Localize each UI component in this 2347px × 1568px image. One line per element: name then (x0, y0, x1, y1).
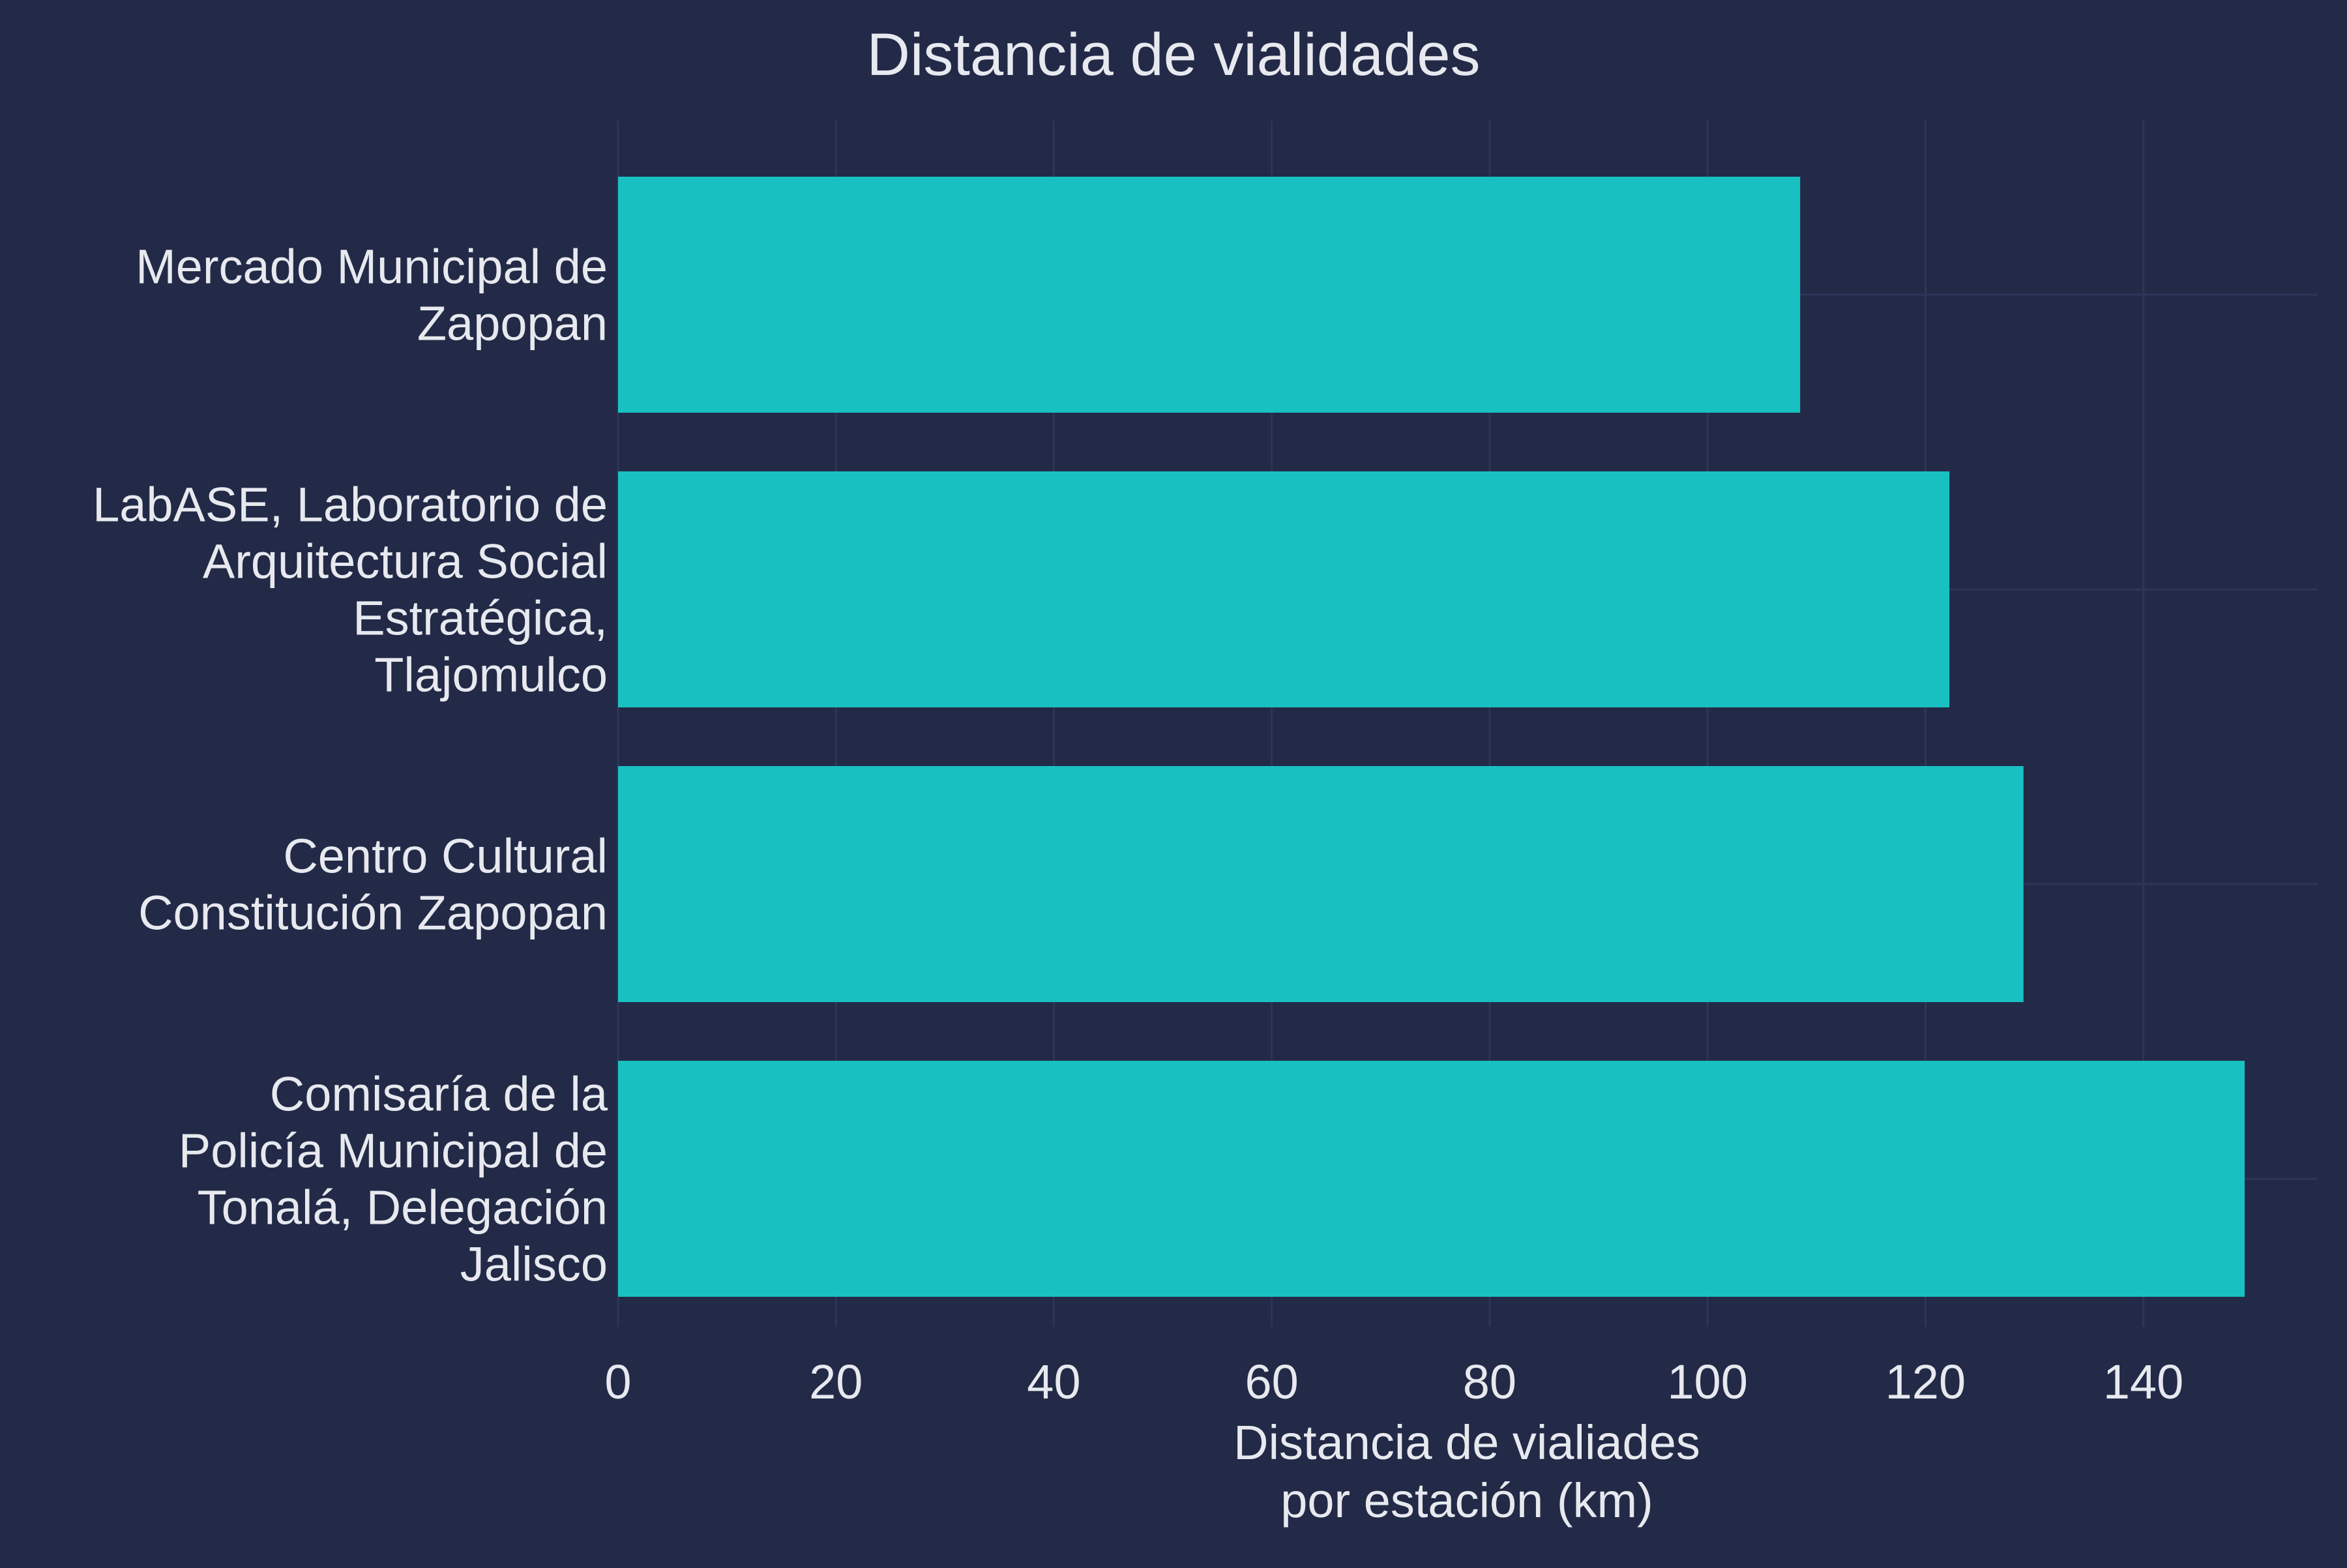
x-tick-label: 120 (1885, 1355, 1966, 1409)
category-label-line: Comisaría de la (270, 1067, 608, 1121)
category-label: Centro Cultural Constitución Zapopan (138, 829, 608, 940)
category-label-line: Jalisco (460, 1237, 608, 1292)
x-tick-labels: 0 20 40 60 80 100 120 140 (604, 1355, 2183, 1409)
x-tick-label: 40 (1027, 1355, 1080, 1409)
bars (618, 177, 2245, 1297)
category-label-line: Estratégica, (353, 591, 608, 645)
x-axis-label-line: por estación (km) (1280, 1473, 1653, 1528)
category-label: LabASE, Laboratorio de Arquitectura Socia… (93, 478, 608, 702)
category-labels: Mercado Municipal de Zapopan LabASE, Labor… (93, 240, 608, 1292)
bar (618, 766, 2024, 1002)
x-axis-label: Distancia de vialiades por estación (km) (1233, 1415, 1700, 1528)
x-tick-label: 140 (2103, 1355, 2183, 1409)
category-label: Mercado Municipal de Zapopan (136, 240, 608, 351)
category-label-line: LabASE, Laboratorio de (93, 478, 608, 532)
category-label-line: Tlajomulco (374, 648, 608, 702)
bar (618, 1061, 2245, 1297)
category-label-line: Mercado Municipal de (136, 240, 608, 294)
category-label-line: Centro Cultural (283, 829, 608, 883)
category-label-line: Arquitectura Social (203, 535, 608, 589)
x-tick-label: 60 (1245, 1355, 1299, 1409)
bar (618, 177, 1801, 413)
x-tick-label: 100 (1667, 1355, 1747, 1409)
category-label-line: Constitución Zapopan (138, 886, 608, 940)
x-tick-label: 20 (809, 1355, 863, 1409)
category-label: Comisaría de la Policía Municipal de Tonal… (179, 1067, 608, 1292)
chart-title: Distancia de vialidades (867, 22, 1481, 88)
x-tick-label: 0 (604, 1355, 631, 1409)
category-label-line: Zapopan (417, 297, 608, 351)
bar (618, 471, 1950, 707)
x-tick-label: 80 (1463, 1355, 1516, 1409)
x-axis-label-line: Distancia de vialiades (1233, 1415, 1700, 1470)
category-label-line: Tonalá, Delegación (198, 1181, 608, 1235)
category-label-line: Policía Municipal de (179, 1124, 608, 1178)
